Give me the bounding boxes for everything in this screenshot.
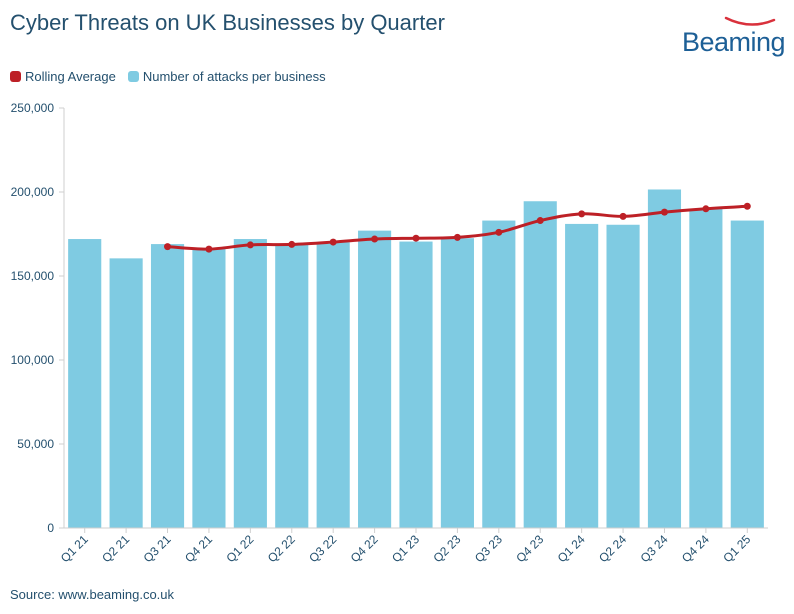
source-note: Source: www.beaming.co.uk (10, 587, 175, 602)
bar (647, 189, 682, 529)
rolling-average-point (164, 243, 172, 251)
legend-item-attacks[interactable]: Number of attacks per business (127, 69, 326, 84)
bar (358, 230, 392, 528)
x-tick-label: Q2 23 (431, 532, 464, 565)
y-tick-label: 50,000 (17, 437, 54, 451)
y-tick-label: 200,000 (11, 185, 55, 199)
x-tick-label: Q1 21 (58, 532, 91, 565)
x-tick-label: Q4 23 (513, 532, 546, 565)
bar (689, 208, 723, 529)
bar (730, 220, 764, 528)
rolling-average-point (371, 235, 379, 243)
rolling-average-point (205, 245, 213, 253)
bar (150, 244, 185, 528)
bar (316, 242, 350, 528)
legend-label: Number of attacks per business (142, 69, 326, 84)
y-tick-label: 150,000 (11, 269, 55, 283)
x-tick-label: Q3 22 (306, 532, 339, 565)
x-tick-label: Q1 22 (223, 532, 256, 565)
rolling-average-point (412, 234, 420, 242)
x-tick-label: Q3 23 (472, 532, 505, 565)
y-tick-label: 250,000 (11, 101, 55, 115)
x-tick-label: Q4 22 (348, 532, 381, 565)
legend-swatch-line (10, 71, 21, 82)
x-tick-label: Q4 24 (679, 532, 712, 565)
bar (440, 238, 474, 528)
rolling-average-point (578, 210, 586, 218)
rolling-average-point (288, 240, 296, 248)
rolling-average-point (329, 238, 337, 246)
chart-legend: Rolling Average Number of attacks per bu… (10, 69, 338, 84)
bar (275, 244, 309, 528)
rolling-average-point (246, 241, 254, 249)
bar (399, 241, 433, 528)
logo-swoosh-icon (724, 16, 776, 26)
beaming-logo: Beaming (682, 14, 786, 58)
rolling-average-point (453, 233, 461, 241)
rolling-average-point (495, 228, 503, 236)
chart-title: Cyber Threats on UK Businesses by Quarte… (10, 10, 445, 35)
legend-item-rolling-average[interactable]: Rolling Average (10, 69, 116, 84)
rolling-average-point (743, 202, 751, 210)
rolling-average-point (660, 208, 668, 216)
rolling-average-point (536, 217, 544, 225)
x-tick-label: Q4 21 (182, 532, 215, 565)
bar (233, 239, 267, 529)
x-tick-label: Q2 22 (265, 532, 298, 565)
x-tick-label: Q1 23 (389, 532, 422, 565)
legend-swatch-bar (127, 71, 139, 82)
bar (482, 220, 516, 528)
y-tick-label: 0 (47, 521, 54, 535)
bar (109, 258, 143, 528)
x-tick-label: Q3 24 (638, 532, 671, 565)
bar (606, 224, 640, 528)
bar (68, 239, 102, 529)
rolling-average-point (702, 205, 710, 213)
bar (192, 248, 226, 528)
legend-label: Rolling Average (25, 69, 116, 84)
logo-text: Beaming (682, 27, 786, 57)
x-tick-label: Q1 24 (555, 532, 588, 565)
bar (565, 223, 599, 529)
x-tick-label: Q3 21 (141, 532, 174, 565)
x-tick-label: Q1 25 (720, 532, 753, 565)
x-tick-label: Q2 21 (99, 532, 132, 565)
x-tick-label: Q2 24 (596, 532, 629, 565)
y-tick-label: 100,000 (11, 353, 55, 367)
bar (523, 201, 557, 529)
rolling-average-point (619, 212, 627, 220)
